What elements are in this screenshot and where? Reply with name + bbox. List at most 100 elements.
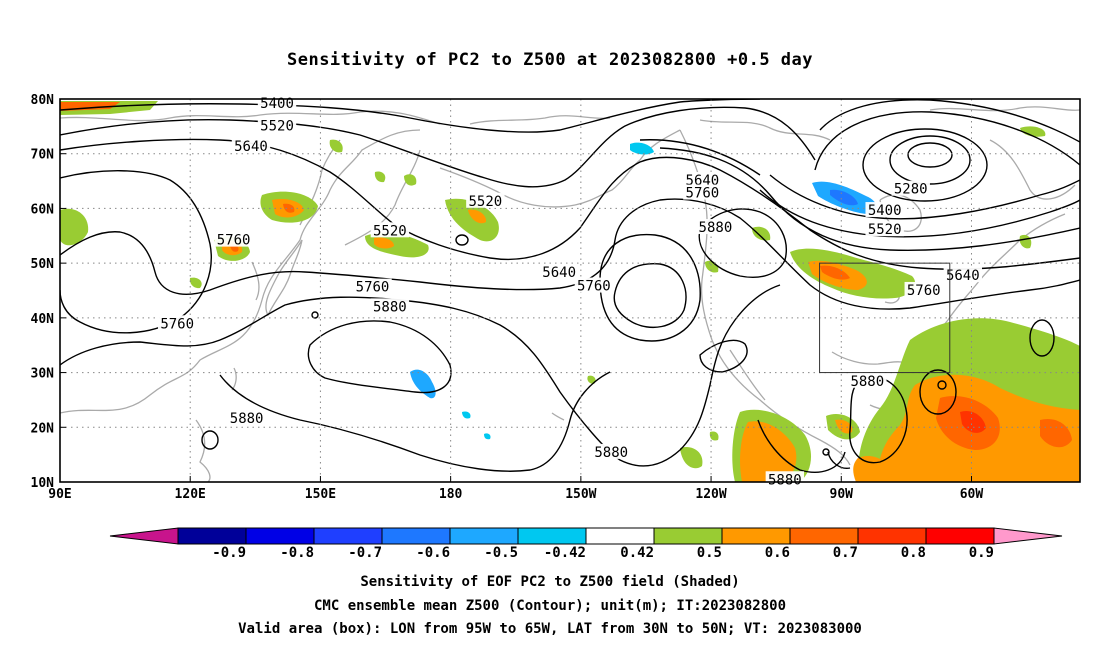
sensitivity-blob: [468, 209, 487, 224]
contour-label-bg: [257, 117, 297, 133]
colorbar-low-arrow: [109, 527, 179, 545]
colorbar-swatch: [653, 527, 723, 545]
sensitivity-blob: [752, 226, 771, 241]
lat-tick-label: 70N: [31, 148, 55, 163]
latitude-tick-labels: 80N 70N 60N 50N 40N 30N 20N 10N: [31, 93, 66, 491]
colorbar-label: 0.7: [833, 545, 858, 561]
contour-label-bg: [943, 267, 983, 283]
lon-tick-label: 120W: [695, 487, 726, 502]
lat-tick-label: 30N: [31, 367, 55, 382]
colorbar-label: -0.5: [484, 545, 518, 561]
contour-label: 5400: [260, 96, 294, 112]
contour-label-bg: [865, 202, 904, 218]
sensitivity-blob: [329, 139, 343, 153]
longitude-tick-labels: 90E 120E 150E 180 150W 120W 90W 60W: [48, 476, 983, 502]
contour-label-bg: [466, 192, 505, 208]
colorbar-swatch: [789, 527, 859, 545]
caption-contour: CMC ensemble mean Z500 (Contour); unit(m…: [313, 598, 786, 614]
sensitivity-blob: [462, 411, 471, 419]
sensitivity-blob: [680, 446, 703, 469]
contour-label-bg: [370, 298, 410, 314]
sensitivity-blob: [60, 208, 89, 246]
contour-label: 5880: [373, 299, 407, 315]
lon-tick-label: 60W: [960, 487, 984, 502]
colorbar-label: -0.6: [416, 545, 450, 561]
colorbar-label: 0.6: [765, 545, 790, 561]
sensitivity-blob: [283, 203, 295, 213]
contour-label: 5520: [469, 194, 503, 210]
colorbar-swatch: [449, 527, 519, 545]
map-title: Sensitivity of PC2 to Z500 at 2023082800…: [286, 50, 813, 70]
contour-label: 5760: [356, 280, 390, 296]
contour-label: 5760: [907, 283, 941, 299]
lon-tick-label: 150E: [305, 487, 336, 502]
sensitivity-blob: [1040, 418, 1072, 448]
lat-tick-label: 20N: [31, 421, 55, 436]
contour-label: 5520: [260, 118, 294, 134]
lon-tick-label: 90E: [48, 487, 71, 502]
sensitivity-blob: [1020, 126, 1046, 137]
sensitivity-blob: [740, 421, 797, 482]
contour-label-bg: [891, 180, 930, 196]
sensitivity-blob: [410, 369, 436, 399]
colorbar-label: 0.9: [969, 545, 994, 561]
contour-label-bg: [592, 443, 631, 459]
contour-label: 5520: [868, 222, 902, 238]
contour-label-bg: [865, 221, 904, 237]
sensitivity-blob: [374, 237, 394, 249]
colorbar-swatch: [245, 527, 315, 545]
colorbar-label: 0.8: [901, 545, 926, 561]
sensitivity-blob: [835, 419, 853, 434]
colorbar-swatch: [177, 527, 247, 545]
contour-label-bg: [353, 278, 392, 294]
contour-label-bg: [214, 231, 253, 247]
colorbar-label: -0.42: [544, 545, 586, 561]
contour-label: 5760: [686, 186, 720, 202]
contour-label-bg: [696, 219, 735, 235]
sensitivity-blob: [853, 456, 892, 482]
z500-contours: [60, 99, 1080, 473]
contour-labels: 5400 5520 5640 5760 5760 5880 5760 5880 5520 5520…: [157, 94, 983, 488]
lon-tick-label: 90W: [830, 487, 854, 502]
caption-shaded: Sensitivity of EOF PC2 to Z500 field (Sh…: [360, 574, 740, 590]
colorbar-label: 0.42: [620, 545, 654, 561]
colorbar-swatch: [585, 527, 655, 545]
contour-label-bg: [683, 184, 722, 200]
contour-label-bg: [904, 281, 943, 297]
sensitivity-blob: [374, 171, 386, 183]
contour-label: 5880: [768, 472, 802, 488]
sensitivity-blob: [630, 142, 654, 155]
contour-label-bg: [683, 171, 722, 187]
contour-label: 5760: [217, 233, 251, 249]
contour-label-bg: [157, 315, 197, 331]
contour-label-bg: [848, 372, 887, 388]
sensitivity-blob: [587, 375, 596, 384]
colorbar-label: -0.7: [348, 545, 382, 561]
lat-tick-label: 10N: [31, 476, 55, 491]
lat-lon-grid: [60, 99, 1080, 482]
contour-label-bg: [539, 263, 579, 279]
colorbar-label: -0.8: [280, 545, 314, 561]
colorbar-swatch: [313, 527, 383, 545]
contour-label: 5280: [894, 182, 928, 198]
contour-label: 5880: [850, 374, 884, 390]
lat-tick-label: 60N: [31, 202, 55, 217]
sensitivity-blob: [189, 277, 202, 289]
sensitivity-blob: [709, 431, 719, 441]
lat-tick-label: 50N: [31, 257, 55, 272]
contour-label: 5640: [946, 268, 980, 284]
plot-frame: [59, 98, 1081, 483]
colorbar-swatch: [925, 527, 995, 545]
contour-label-bg: [231, 138, 271, 154]
contour-label: 5400: [868, 203, 902, 219]
lon-tick-label: 180: [439, 487, 463, 502]
contour-label: 5640: [234, 139, 268, 155]
contour-label: 5880: [699, 220, 733, 236]
colorbar-label: -0.9: [212, 545, 246, 561]
colorbar-swatch: [381, 527, 451, 545]
contour-label-bg: [370, 222, 410, 238]
contour-label: 5640: [542, 265, 576, 281]
sensitivity-blob: [445, 198, 499, 242]
caption-valid-area: Valid area (box): LON from 95W to 65W, L…: [238, 621, 862, 637]
